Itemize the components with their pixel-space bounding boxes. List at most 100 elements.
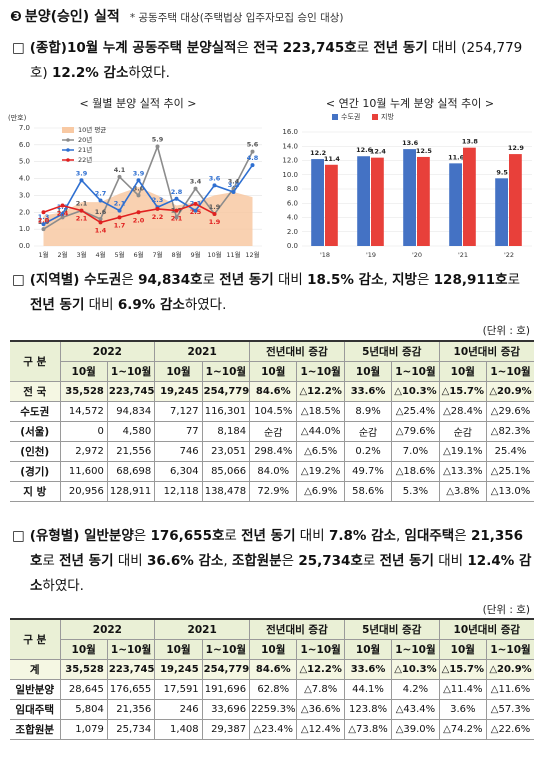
- x-tick-label: 7월: [152, 250, 162, 259]
- point: [193, 208, 198, 213]
- text-run: 전국 223,745호: [253, 40, 357, 56]
- table-cell: 138,478: [201, 481, 251, 502]
- table-cell: △15.7%: [438, 659, 488, 680]
- table-cell: 19,245: [154, 659, 203, 680]
- text-run: 대비: [273, 272, 308, 288]
- point: [136, 193, 141, 198]
- x-tick-label: 9월: [190, 250, 200, 259]
- table-cell: 5,804: [59, 699, 108, 720]
- x-tick-label: 5월: [114, 250, 124, 259]
- legend-label: 10년 평균: [78, 125, 106, 134]
- data-label: 3.9: [133, 169, 145, 177]
- table-cell: 72.9%: [249, 481, 298, 502]
- data-label: 2.4: [57, 210, 69, 218]
- table-row: (경기) 11,600 68,698 6,304 85,066 84.0% △19.2% 49…: [10, 461, 534, 482]
- table-cell: △73.8%: [343, 719, 393, 740]
- text-run: 대비: [113, 553, 147, 569]
- header-cell: 10월: [343, 639, 393, 660]
- bar: [495, 178, 508, 246]
- header-cell: 전년대비 증감: [249, 340, 345, 362]
- table-cell: △11.4%: [438, 679, 488, 700]
- header-cell: 1~10월: [391, 639, 440, 660]
- line: [43, 202, 215, 224]
- y-tick-label: 2.0: [287, 228, 298, 236]
- bar: [417, 156, 430, 246]
- data-label: 3.6: [209, 174, 221, 182]
- header-cell: 10월: [154, 361, 203, 382]
- x-tick-label: '20: [412, 251, 422, 259]
- table-cell: 298.4%: [249, 441, 298, 462]
- x-tick-label: 3월: [76, 250, 86, 259]
- header-cell: 1~10월: [486, 639, 534, 660]
- text-run: 전년 동기: [30, 297, 85, 313]
- point: [231, 190, 236, 195]
- data-label: 3.4: [228, 178, 240, 186]
- text-run: 로: [362, 553, 380, 569]
- data-label: 12.6: [356, 146, 373, 154]
- point: [155, 206, 160, 211]
- table-cell: 8,184: [201, 421, 251, 442]
- table-row: 조합원분 1,079 25,734 1,408 29,387 △23.4% △12.4% △7…: [10, 719, 534, 740]
- table-cell: 33.6%: [343, 659, 393, 680]
- header-cell: 10월: [438, 639, 488, 660]
- table-cell: △6.5%: [296, 441, 345, 462]
- row-label: 조합원분: [10, 719, 61, 740]
- legend-marker: [66, 158, 70, 162]
- data-label: 4.1: [114, 166, 126, 174]
- table-cell: 11,600: [59, 461, 108, 482]
- data-label: 1.4: [95, 226, 107, 234]
- table-row: 계 35,528 223,745 19,245 254,779 84.6% △12.2% 33…: [10, 659, 534, 680]
- y-tick-label: 3.0: [19, 191, 30, 199]
- table-cell: 1,408: [154, 719, 203, 740]
- x-tick-label: 10월: [207, 250, 221, 259]
- section-header: ❸ 분양(승인) 실적 * 공동주택 대상(주택법상 입주자모집 승인 대상): [10, 6, 343, 26]
- table-cell: 12,118: [154, 481, 203, 502]
- text-run: 25,734호: [298, 553, 363, 569]
- x-tick-label: 6월: [133, 250, 143, 259]
- table-cell: 746: [154, 441, 203, 462]
- table-cell: △19.2%: [296, 461, 345, 482]
- table-cell: △43.4%: [391, 699, 440, 720]
- table-cell: △12.2%: [296, 381, 345, 402]
- y-tick-label: 0.0: [19, 242, 30, 250]
- table-cell: 5.3%: [391, 481, 440, 502]
- header-row: 구 분 2022 2021 전년대비 증감 5년대비 증감 10년대비 증감: [10, 618, 534, 660]
- bar: [463, 147, 476, 246]
- header-cell: 10월: [60, 361, 108, 382]
- text-run: 일반분양: [79, 528, 134, 544]
- point: [193, 201, 198, 206]
- table-cell: 123.8%: [343, 699, 393, 720]
- point: [212, 211, 217, 216]
- table-cell: 29,387: [201, 719, 251, 740]
- y-tick-label: 16.0: [282, 128, 298, 136]
- chart-title: < 월별 분양 실적 추이 >: [80, 97, 197, 110]
- header-cell: 2022: [59, 340, 156, 362]
- header-cell: 10년대비 증감: [438, 618, 534, 640]
- text-run: 6.9% 감소: [117, 297, 185, 313]
- legend-label: 21년: [78, 145, 92, 154]
- unit-label: (단위 : 호): [482, 325, 530, 337]
- table-cell: △12.2%: [296, 659, 345, 680]
- table-cell: 85,066: [201, 461, 251, 482]
- y-tick-label: 10.0: [282, 171, 298, 179]
- point: [98, 220, 103, 225]
- table-cell: △18.5%: [296, 401, 345, 422]
- text-run: 로: [224, 528, 242, 544]
- data-label: 3.9: [76, 169, 88, 177]
- bar: [371, 157, 384, 246]
- table-cell: △15.7%: [438, 381, 488, 402]
- table-cell: 84.0%: [249, 461, 298, 482]
- table-cell: 104.5%: [249, 401, 298, 422]
- paragraph: □ (종합)10월 누계 공동주택 분양실적은 전국 223,745호로 전년 동…: [12, 36, 532, 86]
- point: [174, 215, 179, 220]
- data-label: 13.8: [462, 138, 479, 146]
- text-run: (지역별): [29, 272, 80, 288]
- data-label: 11.4: [324, 155, 341, 163]
- x-tick-label: '19: [366, 251, 376, 259]
- point: [117, 208, 122, 213]
- table-cell: △39.0%: [391, 719, 440, 740]
- y-tick-label: 0.0: [287, 242, 298, 250]
- table-cell: 84.6%: [249, 381, 298, 402]
- text-run: 하였다.: [128, 65, 170, 81]
